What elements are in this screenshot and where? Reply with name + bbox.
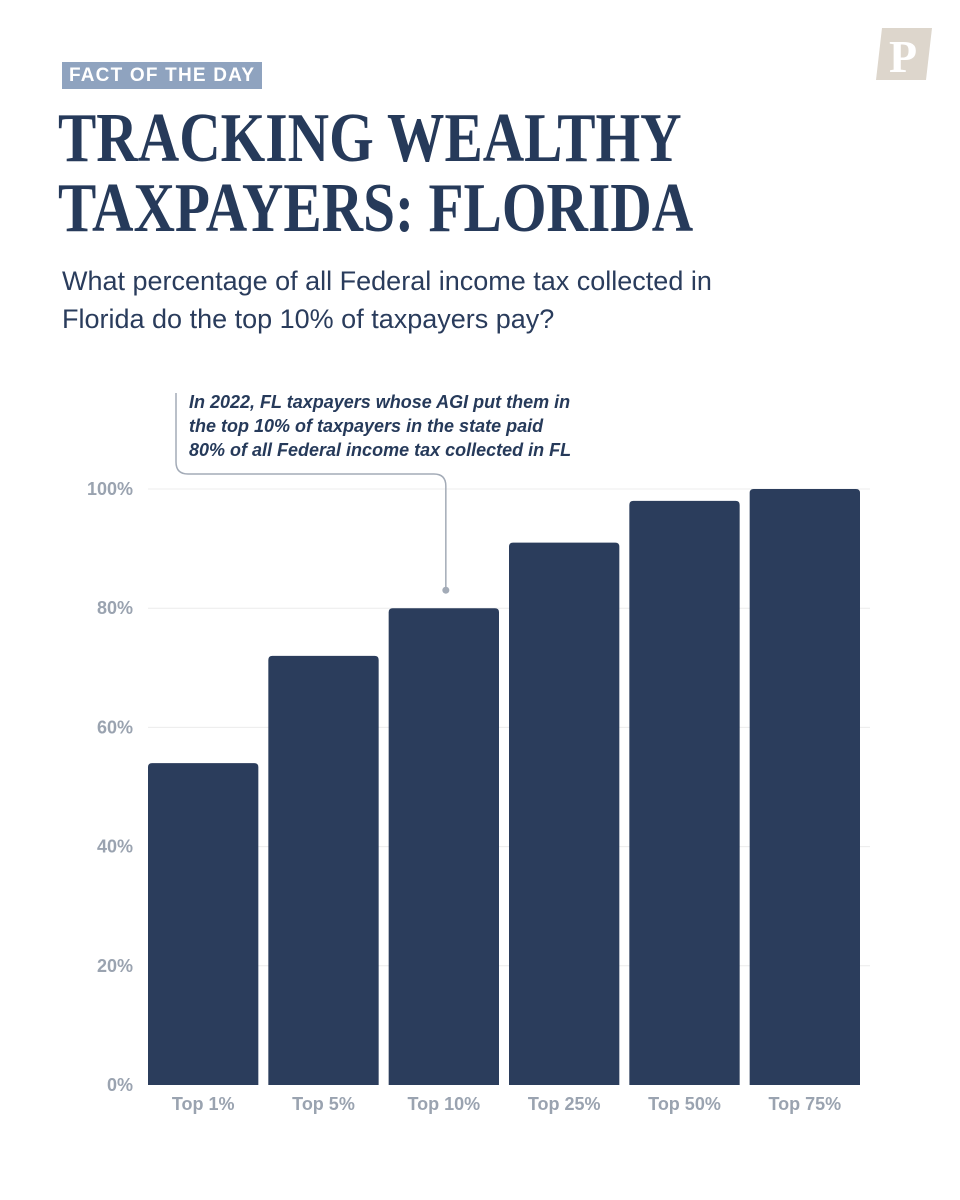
callout-dot — [442, 586, 450, 594]
annotation-line-1: In 2022, FL taxpayers whose AGI put them… — [189, 392, 571, 412]
bar — [749, 489, 860, 1085]
y-tick-label: 0% — [107, 1075, 133, 1095]
bar — [148, 763, 259, 1085]
bar — [268, 655, 379, 1085]
bar — [509, 542, 620, 1085]
annotation-line-3: 80% of all Federal income tax collected … — [189, 440, 572, 460]
bars — [148, 489, 860, 1085]
callout-line — [175, 393, 447, 591]
bar — [629, 500, 740, 1085]
x-tick-label: Top 1% — [172, 1094, 235, 1114]
bar — [388, 608, 499, 1085]
y-tick-label: 100% — [87, 479, 133, 499]
fact-of-the-day-badge: FACT OF THE DAY — [62, 62, 263, 89]
title-line-2: TAXPAYERS: FLORIDA — [58, 170, 694, 247]
x-axis-tick-labels: Top 1% Top 5% Top 10% Top 25% Top 50% Top 75% — [172, 1094, 841, 1114]
x-tick-label: Top 75% — [768, 1094, 841, 1114]
x-tick-label: Top 10% — [407, 1094, 480, 1114]
x-tick-label: Top 5% — [292, 1094, 355, 1114]
annotation-line-2: the top 10% of taxpayers in the state pa… — [189, 416, 544, 436]
y-tick-label: 60% — [97, 717, 133, 737]
y-tick-label: 80% — [97, 598, 133, 618]
title-line-1: TRACKING WEALTHY — [58, 100, 682, 177]
publication-logo-icon: P — [876, 28, 932, 80]
y-tick-label: 40% — [97, 837, 133, 857]
logo-letter: P — [889, 31, 917, 80]
chart-subtitle: What percentage of all Federal income ta… — [62, 262, 922, 338]
bar-chart: 0%20%40%60%80%100% Top 1% Top 5% Top 10% To… — [87, 393, 870, 1114]
chart-annotation: In 2022, FL taxpayers whose AGI put them… — [189, 390, 571, 462]
x-tick-label: Top 50% — [648, 1094, 721, 1114]
page-title: TRACKING WEALTHY TAXPAYERS: FLORIDA — [58, 104, 693, 244]
y-tick-label: 20% — [97, 956, 133, 976]
y-axis-tick-labels: 0% 20% 40% 60% 80% 100% — [87, 479, 133, 1095]
subtitle-line-2: Florida do the top 10% of taxpayers pay? — [62, 304, 555, 334]
annotation-callout — [175, 393, 450, 594]
subtitle-line-1: What percentage of all Federal income ta… — [62, 266, 712, 296]
x-tick-label: Top 25% — [528, 1094, 601, 1114]
